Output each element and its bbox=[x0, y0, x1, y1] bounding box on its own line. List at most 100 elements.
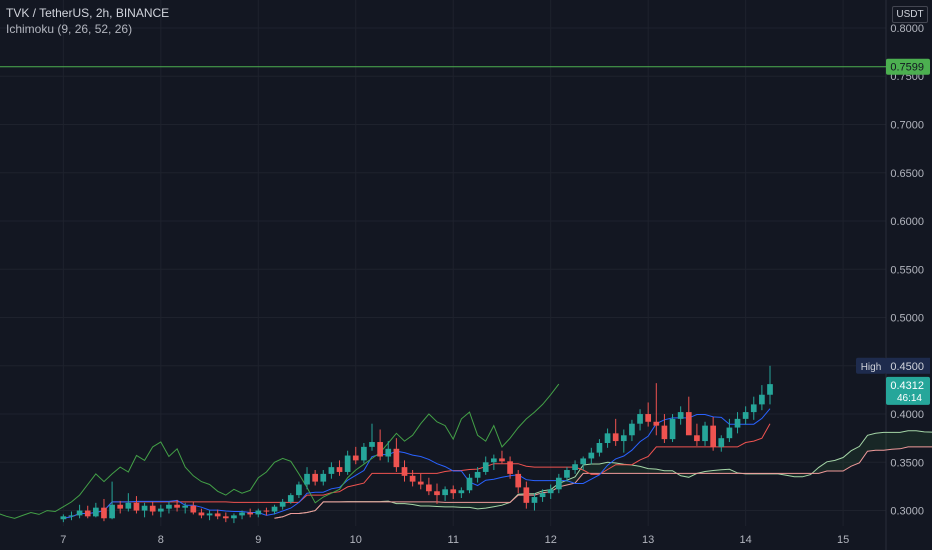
candle[interactable] bbox=[694, 423, 700, 446]
candle[interactable] bbox=[109, 481, 115, 520]
candle[interactable] bbox=[620, 429, 627, 453]
candle[interactable] bbox=[320, 470, 327, 486]
candle[interactable] bbox=[596, 439, 603, 457]
candle[interactable] bbox=[417, 473, 424, 490]
candle[interactable] bbox=[637, 409, 643, 431]
candle[interactable] bbox=[336, 460, 343, 476]
candle[interactable] bbox=[182, 502, 189, 514]
candle[interactable] bbox=[214, 509, 221, 520]
candle[interactable] bbox=[393, 438, 400, 472]
candle[interactable] bbox=[279, 498, 286, 510]
candle[interactable] bbox=[190, 501, 197, 515]
candle[interactable] bbox=[604, 428, 611, 448]
candle[interactable] bbox=[710, 416, 716, 451]
candle[interactable] bbox=[645, 402, 652, 427]
candle[interactable] bbox=[515, 470, 522, 494]
candle[interactable] bbox=[361, 442, 367, 464]
candle[interactable] bbox=[466, 473, 473, 494]
candle[interactable] bbox=[157, 504, 164, 518]
candle[interactable] bbox=[685, 396, 692, 436]
candle[interactable] bbox=[255, 508, 262, 518]
candle[interactable] bbox=[344, 450, 351, 475]
candle[interactable] bbox=[702, 421, 708, 446]
candle[interactable] bbox=[750, 396, 757, 420]
candle[interactable] bbox=[629, 419, 635, 442]
candle[interactable] bbox=[76, 504, 83, 519]
candle[interactable] bbox=[84, 505, 91, 519]
candle[interactable] bbox=[474, 467, 481, 483]
price-tick-label: 0.8000 bbox=[890, 23, 924, 35]
candle[interactable] bbox=[304, 467, 310, 490]
candle[interactable] bbox=[206, 510, 213, 521]
candle[interactable] bbox=[555, 473, 562, 494]
candle[interactable] bbox=[231, 513, 237, 524]
candle[interactable] bbox=[612, 418, 619, 446]
candle[interactable] bbox=[93, 502, 99, 518]
candle[interactable] bbox=[523, 481, 530, 509]
candle[interactable] bbox=[458, 487, 465, 499]
candle[interactable] bbox=[149, 501, 156, 516]
time-tick-label: 8 bbox=[158, 534, 164, 546]
candle[interactable] bbox=[174, 499, 180, 512]
candle[interactable] bbox=[198, 508, 205, 519]
candle-body bbox=[588, 452, 595, 459]
candle[interactable] bbox=[507, 456, 513, 479]
candle[interactable] bbox=[239, 510, 245, 520]
candle[interactable] bbox=[352, 446, 359, 465]
candle[interactable] bbox=[117, 500, 124, 514]
candle[interactable] bbox=[734, 412, 741, 434]
candle[interactable] bbox=[442, 486, 448, 501]
candle[interactable] bbox=[385, 441, 392, 463]
candle[interactable] bbox=[133, 496, 140, 514]
candle[interactable] bbox=[718, 435, 725, 452]
candle[interactable] bbox=[287, 493, 294, 504]
candle[interactable] bbox=[434, 483, 440, 504]
candle-body bbox=[499, 458, 505, 462]
candle-body bbox=[60, 516, 67, 520]
candle[interactable] bbox=[369, 423, 375, 451]
candle[interactable] bbox=[677, 406, 684, 425]
candle[interactable] bbox=[726, 418, 733, 443]
candle[interactable] bbox=[482, 456, 489, 475]
candles-layer[interactable] bbox=[60, 365, 773, 524]
symbol-title[interactable]: TVK / TetherUS, 2h, BINANCE bbox=[6, 6, 170, 20]
candle[interactable] bbox=[742, 406, 749, 425]
time-axis[interactable]: 7 8 9 10 11 12 13 14 15 bbox=[60, 534, 849, 546]
candle[interactable] bbox=[547, 484, 554, 499]
candle[interactable] bbox=[101, 498, 107, 522]
candle[interactable] bbox=[312, 470, 318, 486]
candle[interactable] bbox=[166, 501, 172, 514]
candle[interactable] bbox=[247, 508, 254, 518]
candle[interactable] bbox=[141, 502, 148, 518]
candle[interactable] bbox=[767, 365, 773, 405]
candle[interactable] bbox=[491, 454, 497, 471]
candle[interactable] bbox=[296, 481, 302, 499]
candle[interactable] bbox=[539, 489, 546, 502]
candle[interactable] bbox=[401, 460, 408, 482]
candle[interactable] bbox=[271, 504, 278, 515]
candle[interactable] bbox=[377, 429, 383, 461]
candle[interactable] bbox=[669, 414, 676, 443]
candle[interactable] bbox=[564, 467, 570, 482]
candle[interactable] bbox=[68, 511, 75, 521]
candle[interactable] bbox=[125, 493, 132, 512]
indicator-label[interactable]: Ichimoku (9, 26, 52, 26) bbox=[6, 22, 133, 36]
candle[interactable] bbox=[661, 414, 668, 443]
candle[interactable] bbox=[572, 460, 578, 474]
price-axis-unit[interactable]: USDT bbox=[892, 6, 928, 23]
candle[interactable] bbox=[653, 383, 660, 436]
candle[interactable] bbox=[450, 485, 457, 499]
candle[interactable] bbox=[426, 477, 432, 496]
candle[interactable] bbox=[60, 514, 67, 523]
candle[interactable] bbox=[222, 512, 229, 523]
candle[interactable] bbox=[263, 507, 270, 516]
candle[interactable] bbox=[580, 456, 587, 471]
candle[interactable] bbox=[531, 493, 538, 511]
candle[interactable] bbox=[328, 462, 335, 479]
candle[interactable] bbox=[499, 450, 505, 464]
candle[interactable] bbox=[588, 447, 595, 465]
candle[interactable] bbox=[409, 470, 416, 487]
price-axis[interactable]: 0.80000.75000.70000.65000.60000.55000.50… bbox=[856, 23, 930, 518]
candle[interactable] bbox=[759, 385, 765, 411]
